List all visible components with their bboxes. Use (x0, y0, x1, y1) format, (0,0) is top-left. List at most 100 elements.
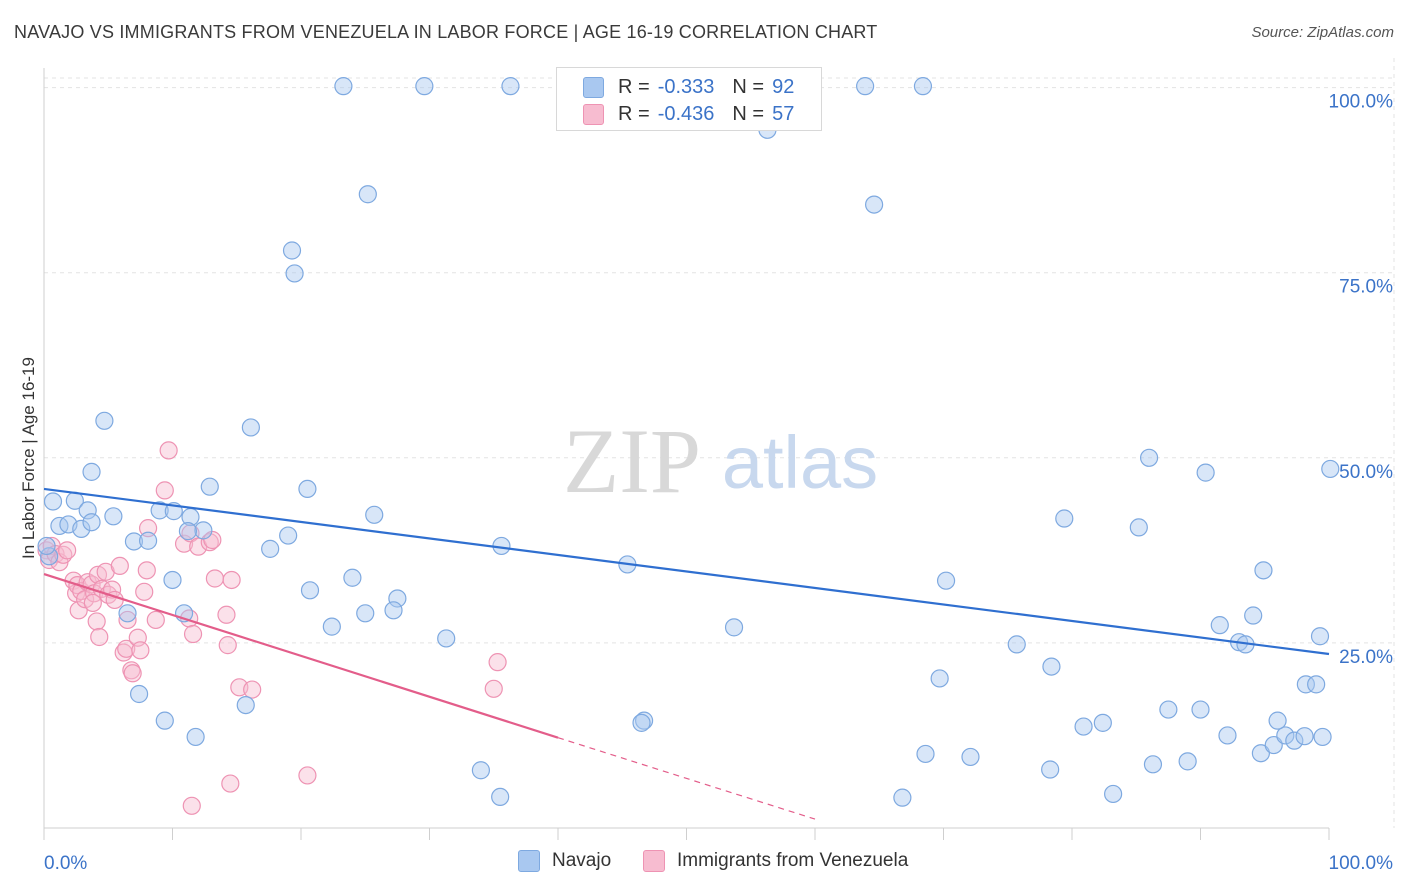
navajo-legend-swatch (518, 850, 540, 872)
venezuela-point-28 (131, 641, 150, 660)
navajo-point-34 (163, 570, 182, 590)
r-label: R = (618, 102, 650, 125)
navajo-point-89 (893, 788, 912, 807)
navajo-point-64 (1178, 752, 1197, 771)
navajo-point-26 (72, 519, 91, 538)
navajo-point-57 (1042, 657, 1061, 676)
venezuela-point-47 (217, 605, 236, 624)
venezuela-point-32 (90, 627, 109, 647)
navajo-trend-line (43, 487, 1330, 656)
venezuela-point-35 (146, 610, 165, 630)
y-tick-label: 50.0% (1339, 462, 1393, 483)
navajo-point-22 (365, 505, 384, 524)
trend-lines (43, 487, 1330, 820)
legend-item-navajo[interactable]: Navajo (518, 850, 611, 872)
navajo-point-30 (261, 539, 280, 558)
navajo-point-85 (1254, 561, 1273, 580)
navajo-point-1 (415, 77, 434, 96)
navajo-point-53 (491, 787, 510, 807)
navajo-point-50 (632, 713, 651, 732)
navajo-point-84 (1196, 463, 1215, 482)
navajo-point-37 (388, 589, 407, 608)
venezuela-r-value: -0.436 (657, 102, 715, 125)
venezuela-point-26 (123, 664, 142, 683)
venezuela-point-42 (183, 624, 203, 644)
axis-labels: 25.0% 50.0% 75.0% 100.0% 0.0% 100.0% In Labor … (19, 92, 1393, 874)
navajo-swatch (583, 76, 604, 98)
watermark: ZIP atlas (563, 410, 878, 512)
navajo-point-91 (37, 536, 56, 556)
navajo-point-24 (50, 516, 69, 536)
navajo-point-11 (241, 418, 260, 437)
venezuela-point-34 (118, 610, 137, 630)
navajo-point-16 (150, 501, 169, 520)
navajo-point-49 (634, 711, 654, 730)
navajo-point-31 (279, 526, 298, 545)
navajo-point-39 (356, 604, 375, 623)
source-label: Source: ZipAtlas.com (1251, 24, 1394, 41)
navajo-point-88 (1041, 760, 1060, 779)
venezuela-point-24 (117, 639, 136, 658)
navajo-point-59 (1104, 784, 1123, 804)
navajo-point-75 (1296, 675, 1315, 694)
legend-item-venezuela[interactable]: Immigrants from Venezuela (643, 850, 908, 872)
navajo-point-19 (194, 521, 213, 540)
navajo-point-63 (1159, 700, 1178, 719)
navajo-point-74 (1295, 727, 1314, 746)
legend-label-navajo: Navajo (552, 850, 612, 871)
navajo-point-20 (200, 477, 219, 496)
stats-legend: R = -0.333 N = 92 R = -0.436 N = 57 (556, 67, 822, 131)
navajo-point-33 (178, 522, 198, 541)
venezuela-point-37 (155, 481, 174, 500)
venezuela-point-33 (83, 593, 102, 613)
navajo-point-47 (236, 695, 255, 715)
navajo-point-73 (1285, 731, 1304, 750)
navajo-point-70 (1251, 744, 1270, 763)
chart-title: NAVAJO VS IMMIGRANTS FROM VENEZUELA IN L… (14, 22, 878, 42)
stats-row-venezuela: R = -0.436 N = 57 (583, 101, 794, 127)
navajo-point-83 (1139, 448, 1159, 467)
venezuela-point-48 (218, 636, 237, 655)
venezuela-point-38 (159, 441, 178, 460)
venezuela-point-36 (138, 519, 158, 538)
venezuela-point-49 (222, 570, 241, 590)
navajo-point-21 (298, 479, 317, 499)
venezuela-point-11 (69, 601, 88, 620)
navajo-point-7 (865, 195, 884, 214)
navajo-point-62 (1143, 755, 1163, 774)
venezuela-point-52 (298, 766, 317, 785)
venezuela-swatch (583, 103, 604, 125)
watermark-atlas: atlas (722, 421, 878, 504)
navajo-point-4 (913, 77, 933, 96)
navajo-point-86 (916, 744, 935, 764)
navajo-point-36 (343, 568, 362, 587)
venezuela-legend-swatch (643, 850, 665, 872)
venezuela-point-44 (200, 533, 219, 552)
venezuela-point-31 (87, 612, 106, 631)
navajo-point-0 (334, 77, 353, 96)
navajo-point-61 (1129, 518, 1148, 537)
navajo-point-81 (1268, 711, 1287, 730)
navajo-point-51 (724, 618, 744, 637)
venezuela-point-6 (58, 541, 77, 560)
navajo-point-54 (936, 571, 956, 590)
navajo-point-27 (82, 513, 101, 532)
x-tick-label-max: 100.0% (1329, 853, 1394, 874)
navajo-r-value: -0.333 (657, 75, 715, 98)
y-tick-label: 100.0% (1329, 92, 1394, 113)
watermark-zip: ZIP (563, 410, 701, 512)
navajo-points (37, 77, 1340, 807)
navajo-point-12 (43, 492, 63, 511)
navajo-point-90 (40, 547, 59, 566)
venezuela-point-55 (488, 653, 507, 672)
navajo-point-14 (78, 501, 97, 520)
venezuela-point-22 (110, 556, 129, 576)
y-axis-label: In Labor Force | Age 16-19 (19, 357, 38, 559)
navajo-point-6 (358, 185, 377, 204)
navajo-point-3 (856, 77, 875, 96)
venezuela-trend-extension (557, 737, 816, 820)
navajo-point-40 (322, 617, 341, 636)
venezuela-point-46 (205, 569, 225, 588)
venezuela-point-54 (182, 796, 201, 815)
navajo-point-38 (384, 601, 403, 620)
